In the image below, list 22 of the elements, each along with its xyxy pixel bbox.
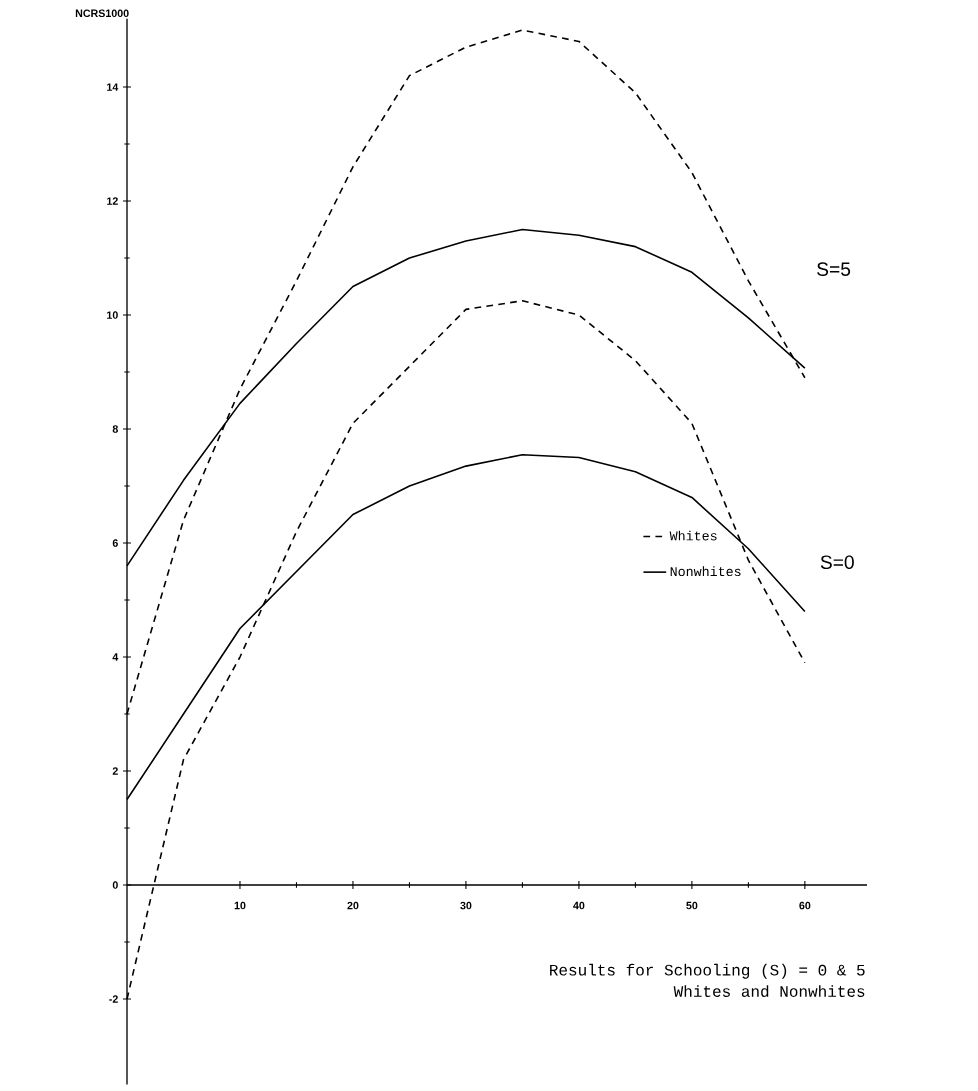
y-tick-label: 6 (112, 539, 118, 547)
legend-label: Nonwhites (670, 566, 741, 577)
legend-label: Whites (669, 530, 717, 541)
x-tick-label: 50 (686, 901, 698, 910)
text: Results for Schooling (S) = 0 & 5 (550, 963, 865, 979)
y-axis-title: NCRS1000 (75, 9, 129, 18)
x-tick-label: 40 (573, 901, 585, 910)
x-tick-label: 30 (460, 901, 472, 910)
y-tick-label: 8 (112, 425, 118, 433)
x-tick-label: 60 (799, 901, 811, 910)
y-tick-label: 4 (112, 653, 119, 661)
annotation: S=0 (820, 555, 854, 570)
text: Whites and Nonwhites (673, 985, 865, 997)
y-tick-label: 12 (107, 197, 118, 205)
y-tick-label: 2 (112, 767, 118, 775)
x-tick-label: 20 (347, 901, 359, 910)
y-tick-label: 14 (107, 83, 119, 91)
annotation: S=5 (817, 262, 851, 276)
y-tick-label: -2 (109, 995, 118, 1003)
y-tick-label: 10 (107, 311, 118, 319)
y-tick-label: 0 (112, 881, 118, 889)
x-tick-label: 10 (234, 901, 246, 910)
